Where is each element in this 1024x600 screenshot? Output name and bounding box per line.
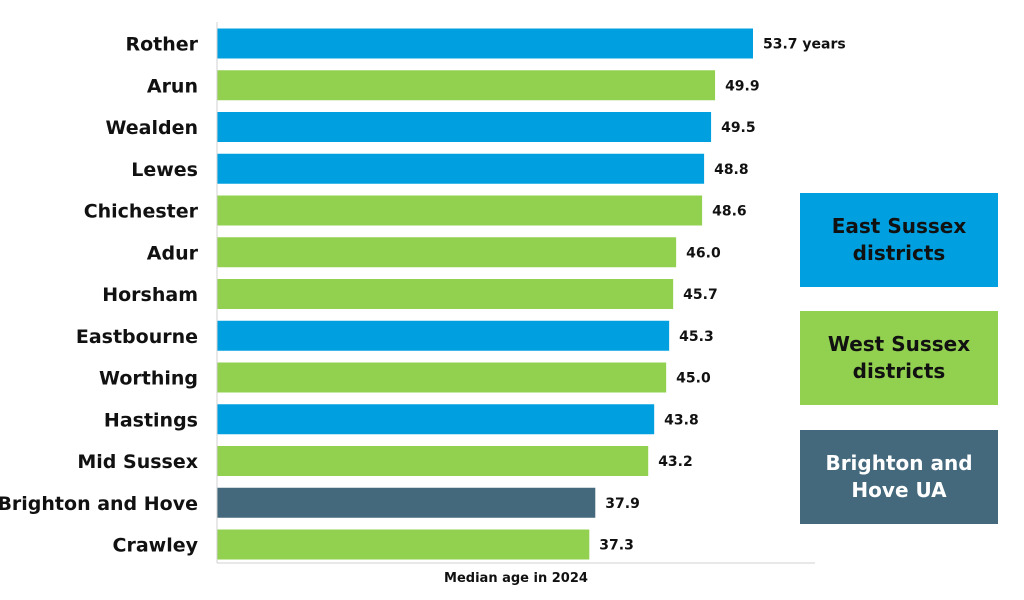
value-labels-group: 53.7 years 49.9 49.5 48.8 48.6 46.0 45.7 45.3 45… <box>599 37 845 554</box>
value-label-arun: 49.9 <box>725 78 760 94</box>
legend-east-sussex: East Sussex districts <box>800 193 998 287</box>
bar-lewes <box>217 153 705 184</box>
category-label-hastings: Hastings <box>104 409 198 431</box>
category-label-horsham: Horsham <box>102 284 198 306</box>
bars-group <box>217 28 753 560</box>
legend-west-sussex-label: West Sussex districts <box>827 332 971 383</box>
x-axis-title: Median age in 2024 <box>444 571 588 586</box>
legend-brighton-hove-label: Brighton and Hove UA <box>825 451 973 502</box>
bar-adur <box>217 237 677 268</box>
category-label-worthing: Worthing <box>99 368 198 390</box>
value-label-mid-sussex: 43.2 <box>658 454 693 470</box>
value-label-wealden: 49.5 <box>721 120 756 136</box>
bar-horsham <box>217 279 674 309</box>
legend-east-sussex-label: East Sussex districts <box>831 214 967 265</box>
value-label-adur: 46.0 <box>686 245 721 261</box>
bar-crawley <box>217 529 590 560</box>
value-label-brighton-and-hove: 37.9 <box>605 496 640 512</box>
bar-rother <box>217 28 753 59</box>
category-label-eastbourne: Eastbourne <box>76 326 198 348</box>
category-label-lewes: Lewes <box>131 159 198 181</box>
bar-arun <box>217 70 716 101</box>
category-label-arun: Arun <box>147 75 198 97</box>
value-label-eastbourne: 45.3 <box>679 329 714 345</box>
value-label-hastings: 43.8 <box>664 412 699 428</box>
value-label-chichester: 48.6 <box>712 204 747 220</box>
bar-worthing <box>217 362 667 393</box>
category-label-crawley: Crawley <box>113 535 199 557</box>
legend-brighton-hove: Brighton and Hove UA <box>800 430 998 524</box>
value-label-crawley: 37.3 <box>599 538 634 554</box>
category-label-adur: Adur <box>147 242 199 264</box>
bar-mid-sussex <box>217 446 649 476</box>
category-label-rother: Rother <box>125 34 198 56</box>
category-labels-group: Rother Arun Wealden Lewes Chichester Adur Hors… <box>0 34 199 557</box>
value-label-rother: 53.7 years <box>763 37 846 53</box>
bar-hastings <box>217 404 655 435</box>
category-label-brighton-and-hove: Brighton and Hove <box>0 493 198 515</box>
bar-eastbourne <box>217 320 670 351</box>
bar-wealden <box>217 112 712 142</box>
category-label-chichester: Chichester <box>84 201 199 223</box>
bar-chichester <box>217 195 703 226</box>
bar-brighton-and-hove <box>217 487 596 518</box>
category-label-mid-sussex: Mid Sussex <box>77 451 198 473</box>
category-label-wealden: Wealden <box>105 117 198 139</box>
value-label-horsham: 45.7 <box>683 287 718 303</box>
legend-west-sussex: West Sussex districts <box>800 311 998 405</box>
value-label-lewes: 48.8 <box>714 162 749 178</box>
value-label-worthing: 45.0 <box>676 371 711 387</box>
